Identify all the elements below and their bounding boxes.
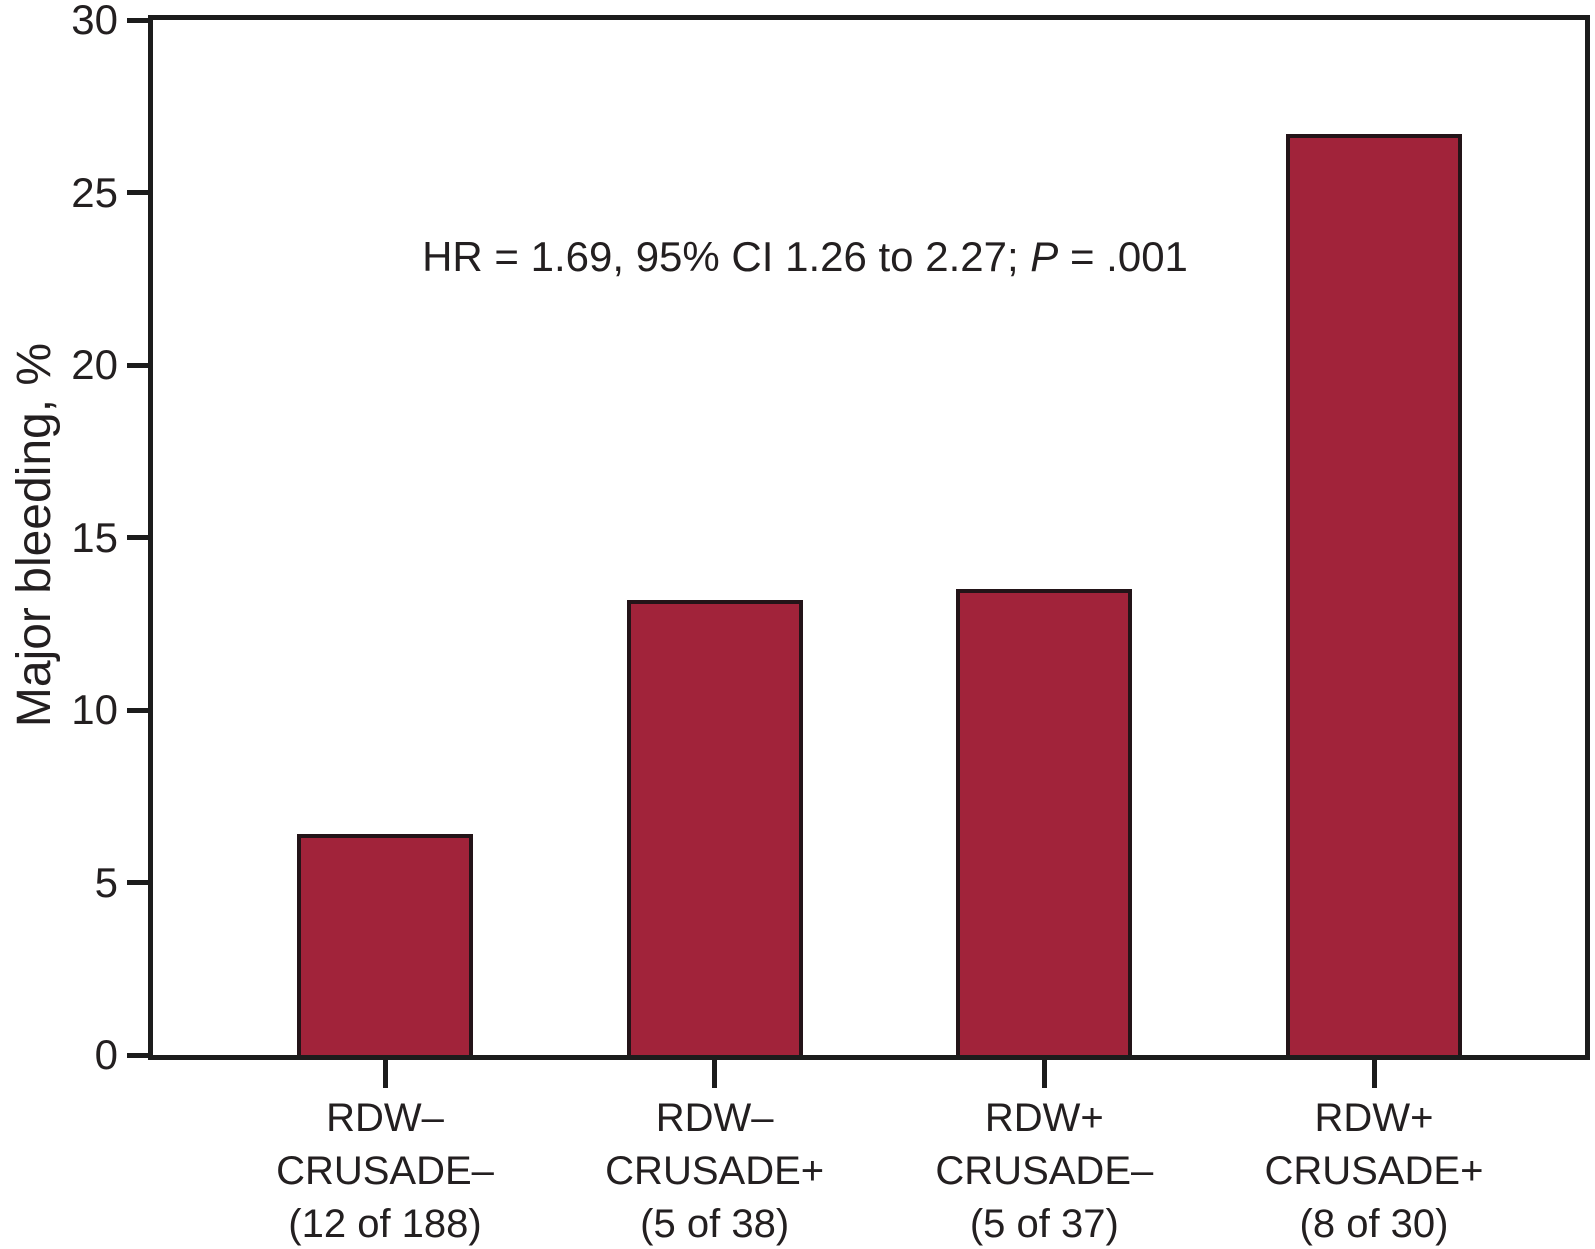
y-tick-label-10: 10 [71, 686, 118, 733]
x-category-label-line: CRUSADE+ [605, 1149, 825, 1193]
y-tick-label-30: 30 [71, 0, 118, 43]
annotation-text-italic-p: P [1030, 233, 1059, 280]
bar-rdw+-crusade+-(8 of 30) [1286, 134, 1462, 1055]
x-category-label-3: RDW+ CRUSADE– (5 of 37) [874, 1092, 1214, 1249]
y-tick-mark-10 [127, 707, 148, 713]
x-category-label-line: RDW+ [1314, 1096, 1434, 1140]
x-tick-mark-4 [1371, 1060, 1377, 1088]
x-category-label-1: RDW– CRUSADE– (12 of 188) [215, 1092, 555, 1249]
bar-rdw–-crusade+-(5 of 38) [626, 600, 803, 1055]
y-tick-mark-25 [127, 190, 148, 195]
x-category-label-line: (5 of 37) [969, 1202, 1119, 1246]
x-category-label-line: CRUSADE– [276, 1149, 494, 1193]
y-tick-mark-20 [127, 362, 148, 368]
y-tick-label-5: 5 [94, 858, 118, 906]
x-category-label-line: (8 of 30) [1299, 1202, 1449, 1246]
y-tick-mark-30 [127, 17, 148, 23]
x-category-label-line: RDW– [326, 1096, 444, 1140]
x-category-label-2: RDW– CRUSADE+ (5 of 38) [545, 1092, 885, 1249]
annotation-text-before: HR = 1.69, 95% CI 1.26 to 2.27; [422, 233, 1031, 280]
y-tick-label-0: 0 [94, 1031, 118, 1078]
plot-area: HR = 1.69, 95% CI 1.26 to 2.27; P = .001 [148, 15, 1590, 1060]
x-category-label-4: RDW+ CRUSADE+ (8 of 30) [1204, 1092, 1544, 1249]
x-category-label-line: RDW+ [984, 1096, 1104, 1140]
x-category-label-line: (5 of 38) [640, 1202, 790, 1246]
y-tick-label-15: 15 [71, 513, 118, 561]
x-tick-mark-1 [382, 1060, 388, 1088]
x-tick-mark-2 [712, 1060, 718, 1088]
y-tick-mark-0 [127, 1052, 148, 1058]
bar-rdw–-crusade–-(12 of 188) [297, 834, 473, 1055]
x-tick-mark-3 [1041, 1060, 1047, 1088]
x-category-label-line: RDW– [655, 1096, 774, 1140]
x-category-label-line: CRUSADE– [935, 1149, 1154, 1193]
y-tick-label-20: 20 [71, 341, 118, 388]
y-tick-mark-5 [127, 880, 148, 885]
bar-rdw+-crusade–-(5 of 37) [956, 589, 1133, 1055]
x-category-label-line: (12 of 188) [288, 1202, 482, 1246]
annotation-text-after: = .001 [1058, 233, 1188, 280]
y-tick-mark-15 [127, 535, 148, 540]
y-tick-label-25: 25 [71, 168, 118, 216]
stats-annotation: HR = 1.69, 95% CI 1.26 to 2.27; P = .001 [422, 233, 1188, 281]
x-category-label-line: CRUSADE+ [1264, 1149, 1484, 1193]
